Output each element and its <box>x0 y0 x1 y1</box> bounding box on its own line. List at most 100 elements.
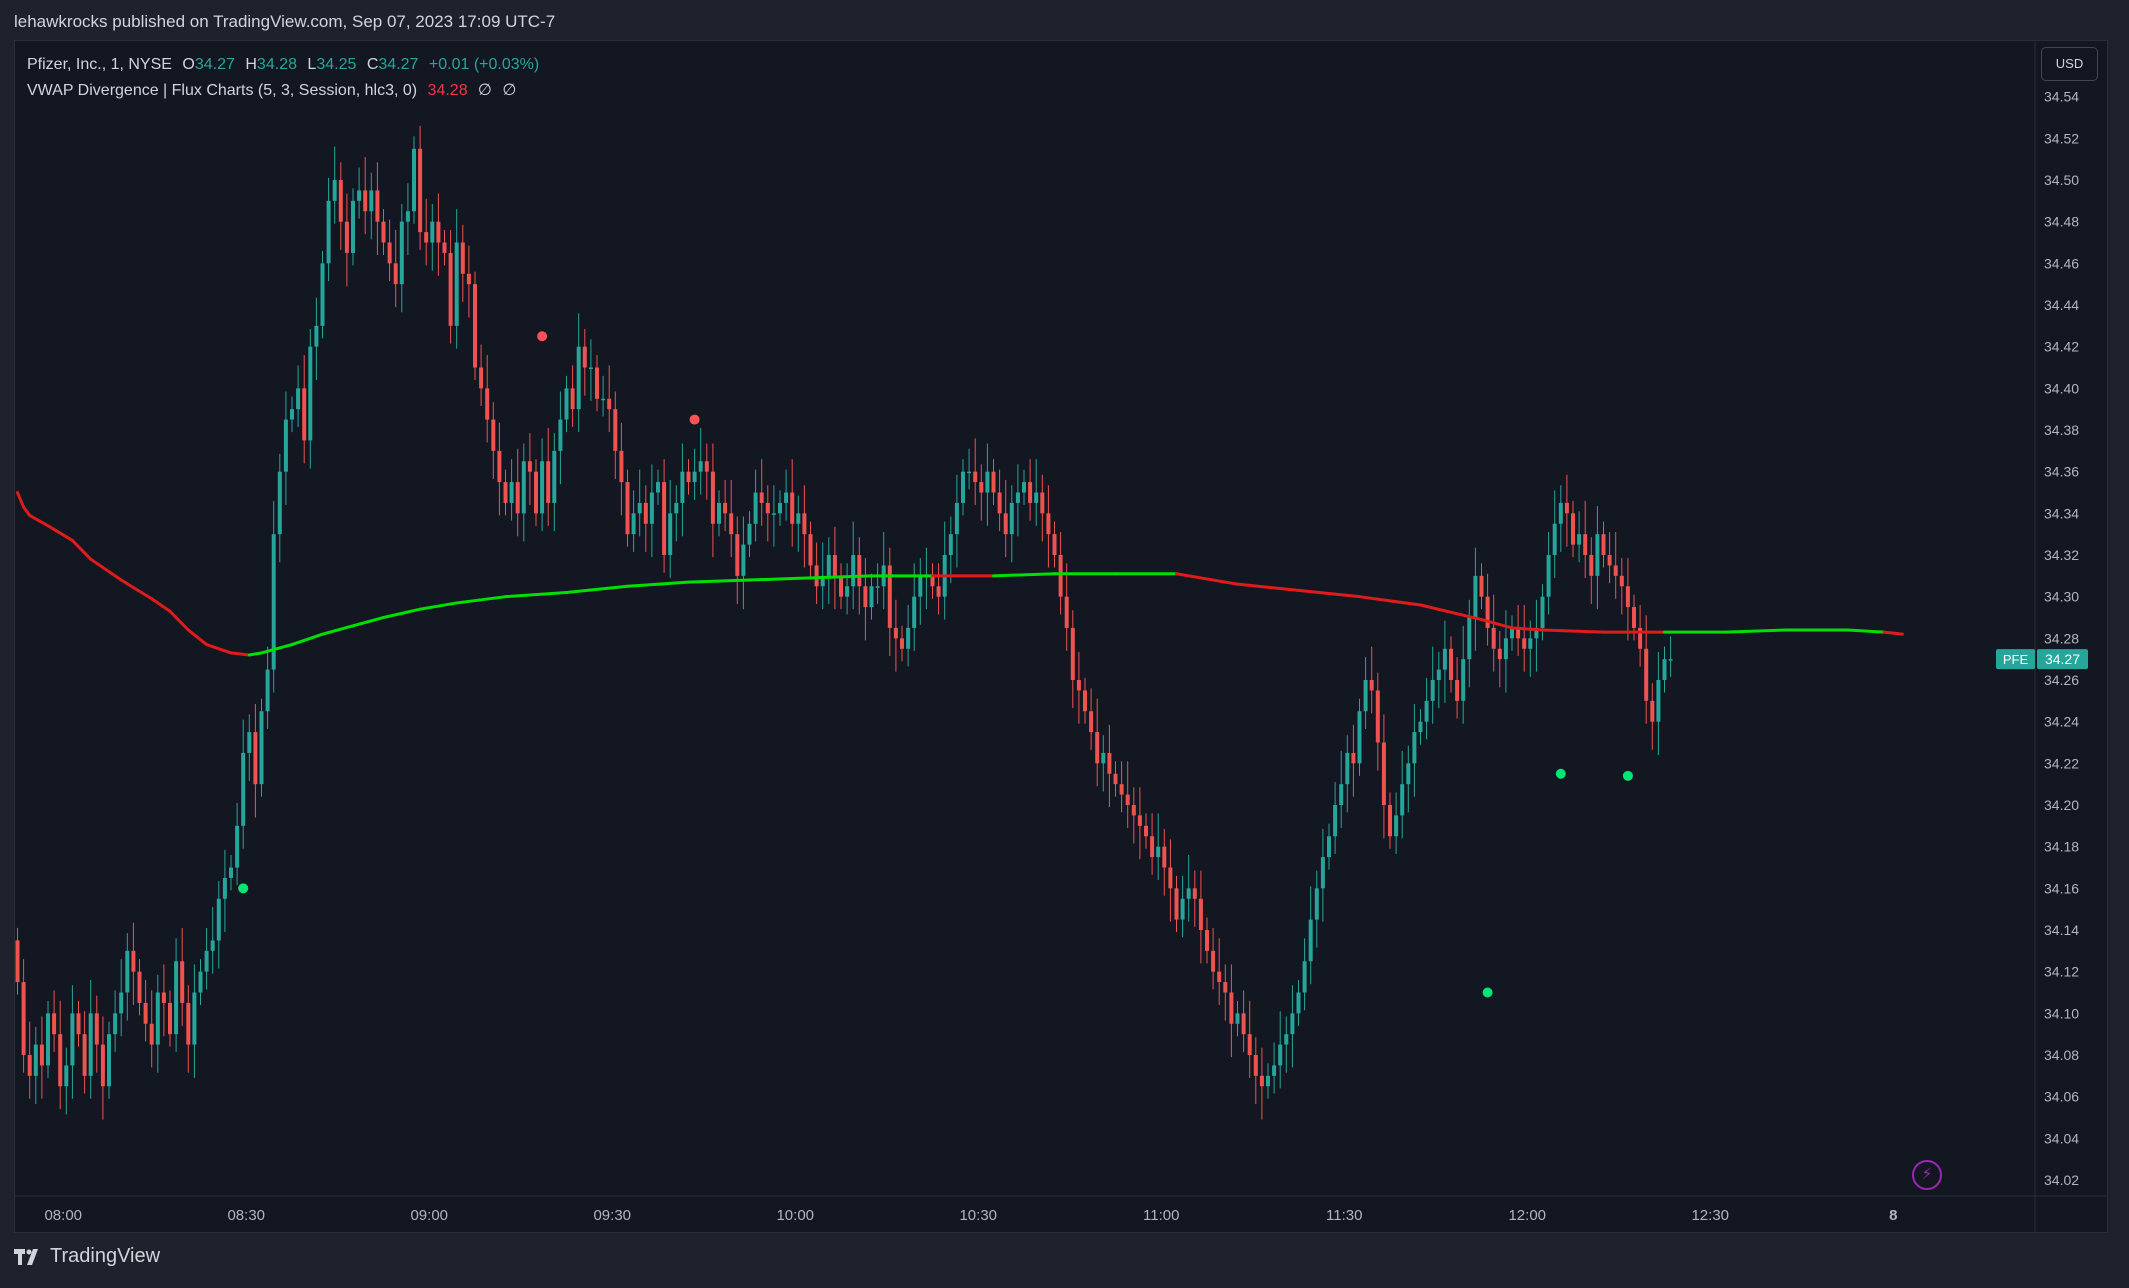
candle-body <box>1107 752 1112 774</box>
indicator-legend[interactable]: VWAP Divergence | Flux Charts (5, 3, Ses… <box>27 78 539 104</box>
candle-body <box>826 555 831 576</box>
candle-body <box>887 565 892 628</box>
candle-body <box>1394 815 1399 837</box>
vwap-segment <box>382 607 422 620</box>
candle-body <box>1205 930 1209 951</box>
candle-body <box>1497 648 1502 660</box>
vwap-segment <box>205 643 233 655</box>
candle-body <box>1320 857 1325 889</box>
candle-body <box>1259 1075 1264 1087</box>
vwap-segment <box>16 491 26 509</box>
vwap-segment <box>46 524 74 542</box>
candle-body <box>302 388 307 441</box>
candle-body <box>601 398 606 401</box>
candle-body <box>802 513 807 535</box>
candle-body <box>1522 638 1527 649</box>
candle-body <box>1516 627 1521 639</box>
candle-body <box>351 200 355 253</box>
change-value: +0.01 (+0.03%) <box>428 56 540 73</box>
candle-body <box>1247 1034 1252 1056</box>
candle-body <box>869 586 874 608</box>
tradingview-logo[interactable]: TradingView <box>14 1245 160 1268</box>
price-tag-value-box <box>2037 649 2088 670</box>
high-label: H <box>245 56 257 73</box>
candle-body <box>1076 680 1081 691</box>
candle-body <box>326 200 331 264</box>
candle-body <box>314 325 319 347</box>
candle-body <box>1363 680 1368 712</box>
candle-body <box>1424 700 1429 722</box>
candle-body <box>839 575 843 597</box>
candle-body <box>296 388 301 410</box>
vwap-segment <box>1541 628 1605 634</box>
vwap-segment <box>504 591 568 599</box>
vwap-segment <box>687 578 751 584</box>
candle-body <box>1162 846 1167 868</box>
price-tick-label: 34.14 <box>2044 922 2079 938</box>
candle-body <box>729 513 734 535</box>
low-label: L <box>307 56 317 73</box>
candle-body <box>1546 555 1551 597</box>
candle-body <box>180 961 185 1003</box>
candle-body <box>229 867 233 878</box>
candle-body <box>991 471 996 493</box>
price-tick-label: 34.10 <box>2044 1005 2079 1021</box>
vwap-segment <box>22 505 32 517</box>
candle-body <box>1272 1065 1277 1076</box>
candle-body <box>1046 513 1051 535</box>
vwap-segment <box>229 651 251 657</box>
candle-body <box>521 461 526 514</box>
candle-body <box>1534 627 1539 639</box>
candle-body <box>1369 680 1374 691</box>
candle-body <box>1009 502 1014 535</box>
symbol-legend[interactable]: Pfizer, Inc., 1, NYSE O34.27 H34.28 L34.… <box>27 52 539 78</box>
price-chart[interactable]: 34.54 34.52 34.50 34.48 34.46 34.44 34.42 34.40… <box>0 0 2129 1233</box>
candle-body <box>381 221 386 243</box>
candle-body <box>15 940 20 983</box>
candle-body <box>1052 534 1057 556</box>
candle-body <box>912 596 917 628</box>
candle-body <box>1412 732 1417 764</box>
candle-body <box>1284 1034 1289 1045</box>
price-tag-symbol: PFE <box>2003 652 2029 667</box>
candle-body <box>515 482 520 514</box>
candle-body <box>814 565 819 587</box>
candle-body <box>832 555 837 576</box>
vwap-segment <box>150 597 172 613</box>
candle-body <box>662 482 667 556</box>
symbol-name[interactable]: Pfizer, Inc., 1, NYSE <box>27 56 172 73</box>
candle-body <box>46 1013 50 1066</box>
candle-body <box>985 471 990 493</box>
candle-body <box>39 1044 44 1066</box>
divergence-signal-dot <box>1555 768 1566 779</box>
candle-body <box>1552 523 1557 556</box>
candle-body <box>1467 617 1472 660</box>
candle-body <box>125 950 130 993</box>
candle-body <box>1314 888 1319 920</box>
lightning-icon[interactable]: ⚡ <box>1912 1160 1942 1190</box>
vwap-segment <box>28 513 50 528</box>
publisher-bar: lehawkrocks published on TradingView.com… <box>0 0 2129 40</box>
candle-body <box>1174 888 1179 920</box>
vwap-segment <box>260 643 294 655</box>
chart-frame[interactable] <box>14 40 2108 1233</box>
currency-button[interactable]: USD <box>2041 47 2098 81</box>
candle-body <box>1656 680 1661 722</box>
candle-body <box>424 232 429 243</box>
candle-body <box>210 940 215 951</box>
indicator-name[interactable]: VWAP Divergence | Flux Charts (5, 3, Ses… <box>27 82 418 99</box>
candle-body <box>454 242 459 326</box>
candle-body <box>192 992 197 1045</box>
candle-body <box>149 1023 154 1045</box>
candle-body <box>863 586 868 608</box>
candle-body <box>198 971 203 993</box>
candle-body <box>1485 596 1490 628</box>
high-value: 34.28 <box>256 56 297 73</box>
candle-body <box>1595 534 1600 576</box>
vwap-segment <box>168 609 190 632</box>
price-tick-label: 34.20 <box>2044 797 2079 813</box>
candle-body <box>1400 784 1405 816</box>
indicator-extra-1: ∅ <box>478 82 492 99</box>
candle-body <box>704 461 709 472</box>
price-tick-label: 34.46 <box>2044 255 2079 271</box>
